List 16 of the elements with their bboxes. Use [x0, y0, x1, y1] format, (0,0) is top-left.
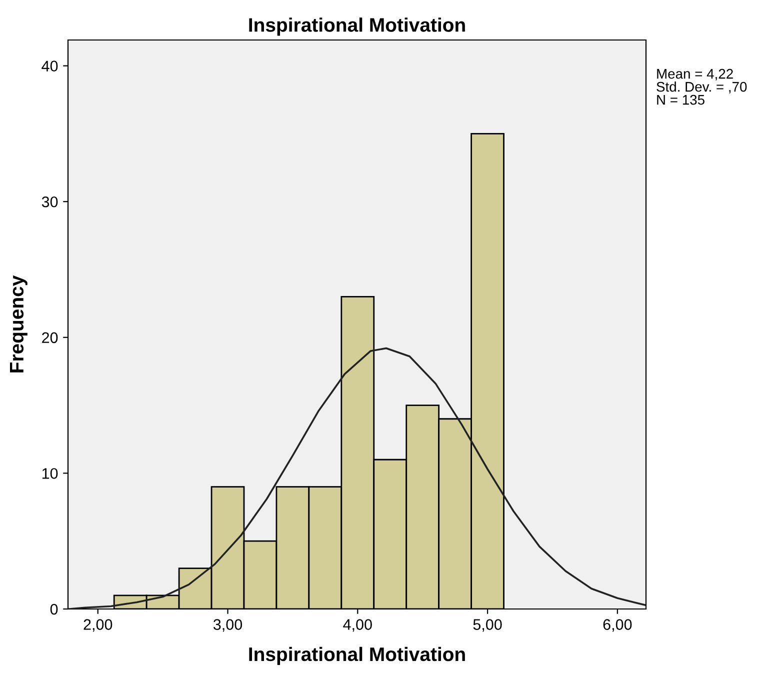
x-tick-label: 3,00 — [213, 619, 242, 632]
y-tick-label: 10 — [42, 468, 58, 479]
chart-title: Inspirational Motivation — [249, 18, 465, 36]
text: N = 135 — [657, 94, 704, 105]
y-tick-label: 0 — [50, 604, 58, 615]
text: Mean = 4,22 — [657, 68, 733, 80]
x-tick-label: 2,00 — [84, 619, 112, 632]
x-axis-title: Inspirational Motivation — [249, 646, 465, 665]
text: Std. Dev. = ,70 — [656, 82, 747, 94]
x-tick-label: 5,00 — [473, 619, 502, 632]
y-axis-title: Frequency — [10, 275, 28, 372]
x-tick-label: 4,00 — [343, 619, 372, 632]
x-tick-label: 6,00 — [603, 619, 632, 632]
y-tick-label: 20 — [42, 332, 58, 344]
y-tick-label: 30 — [42, 196, 58, 208]
y-tick-label: 40 — [42, 60, 58, 72]
